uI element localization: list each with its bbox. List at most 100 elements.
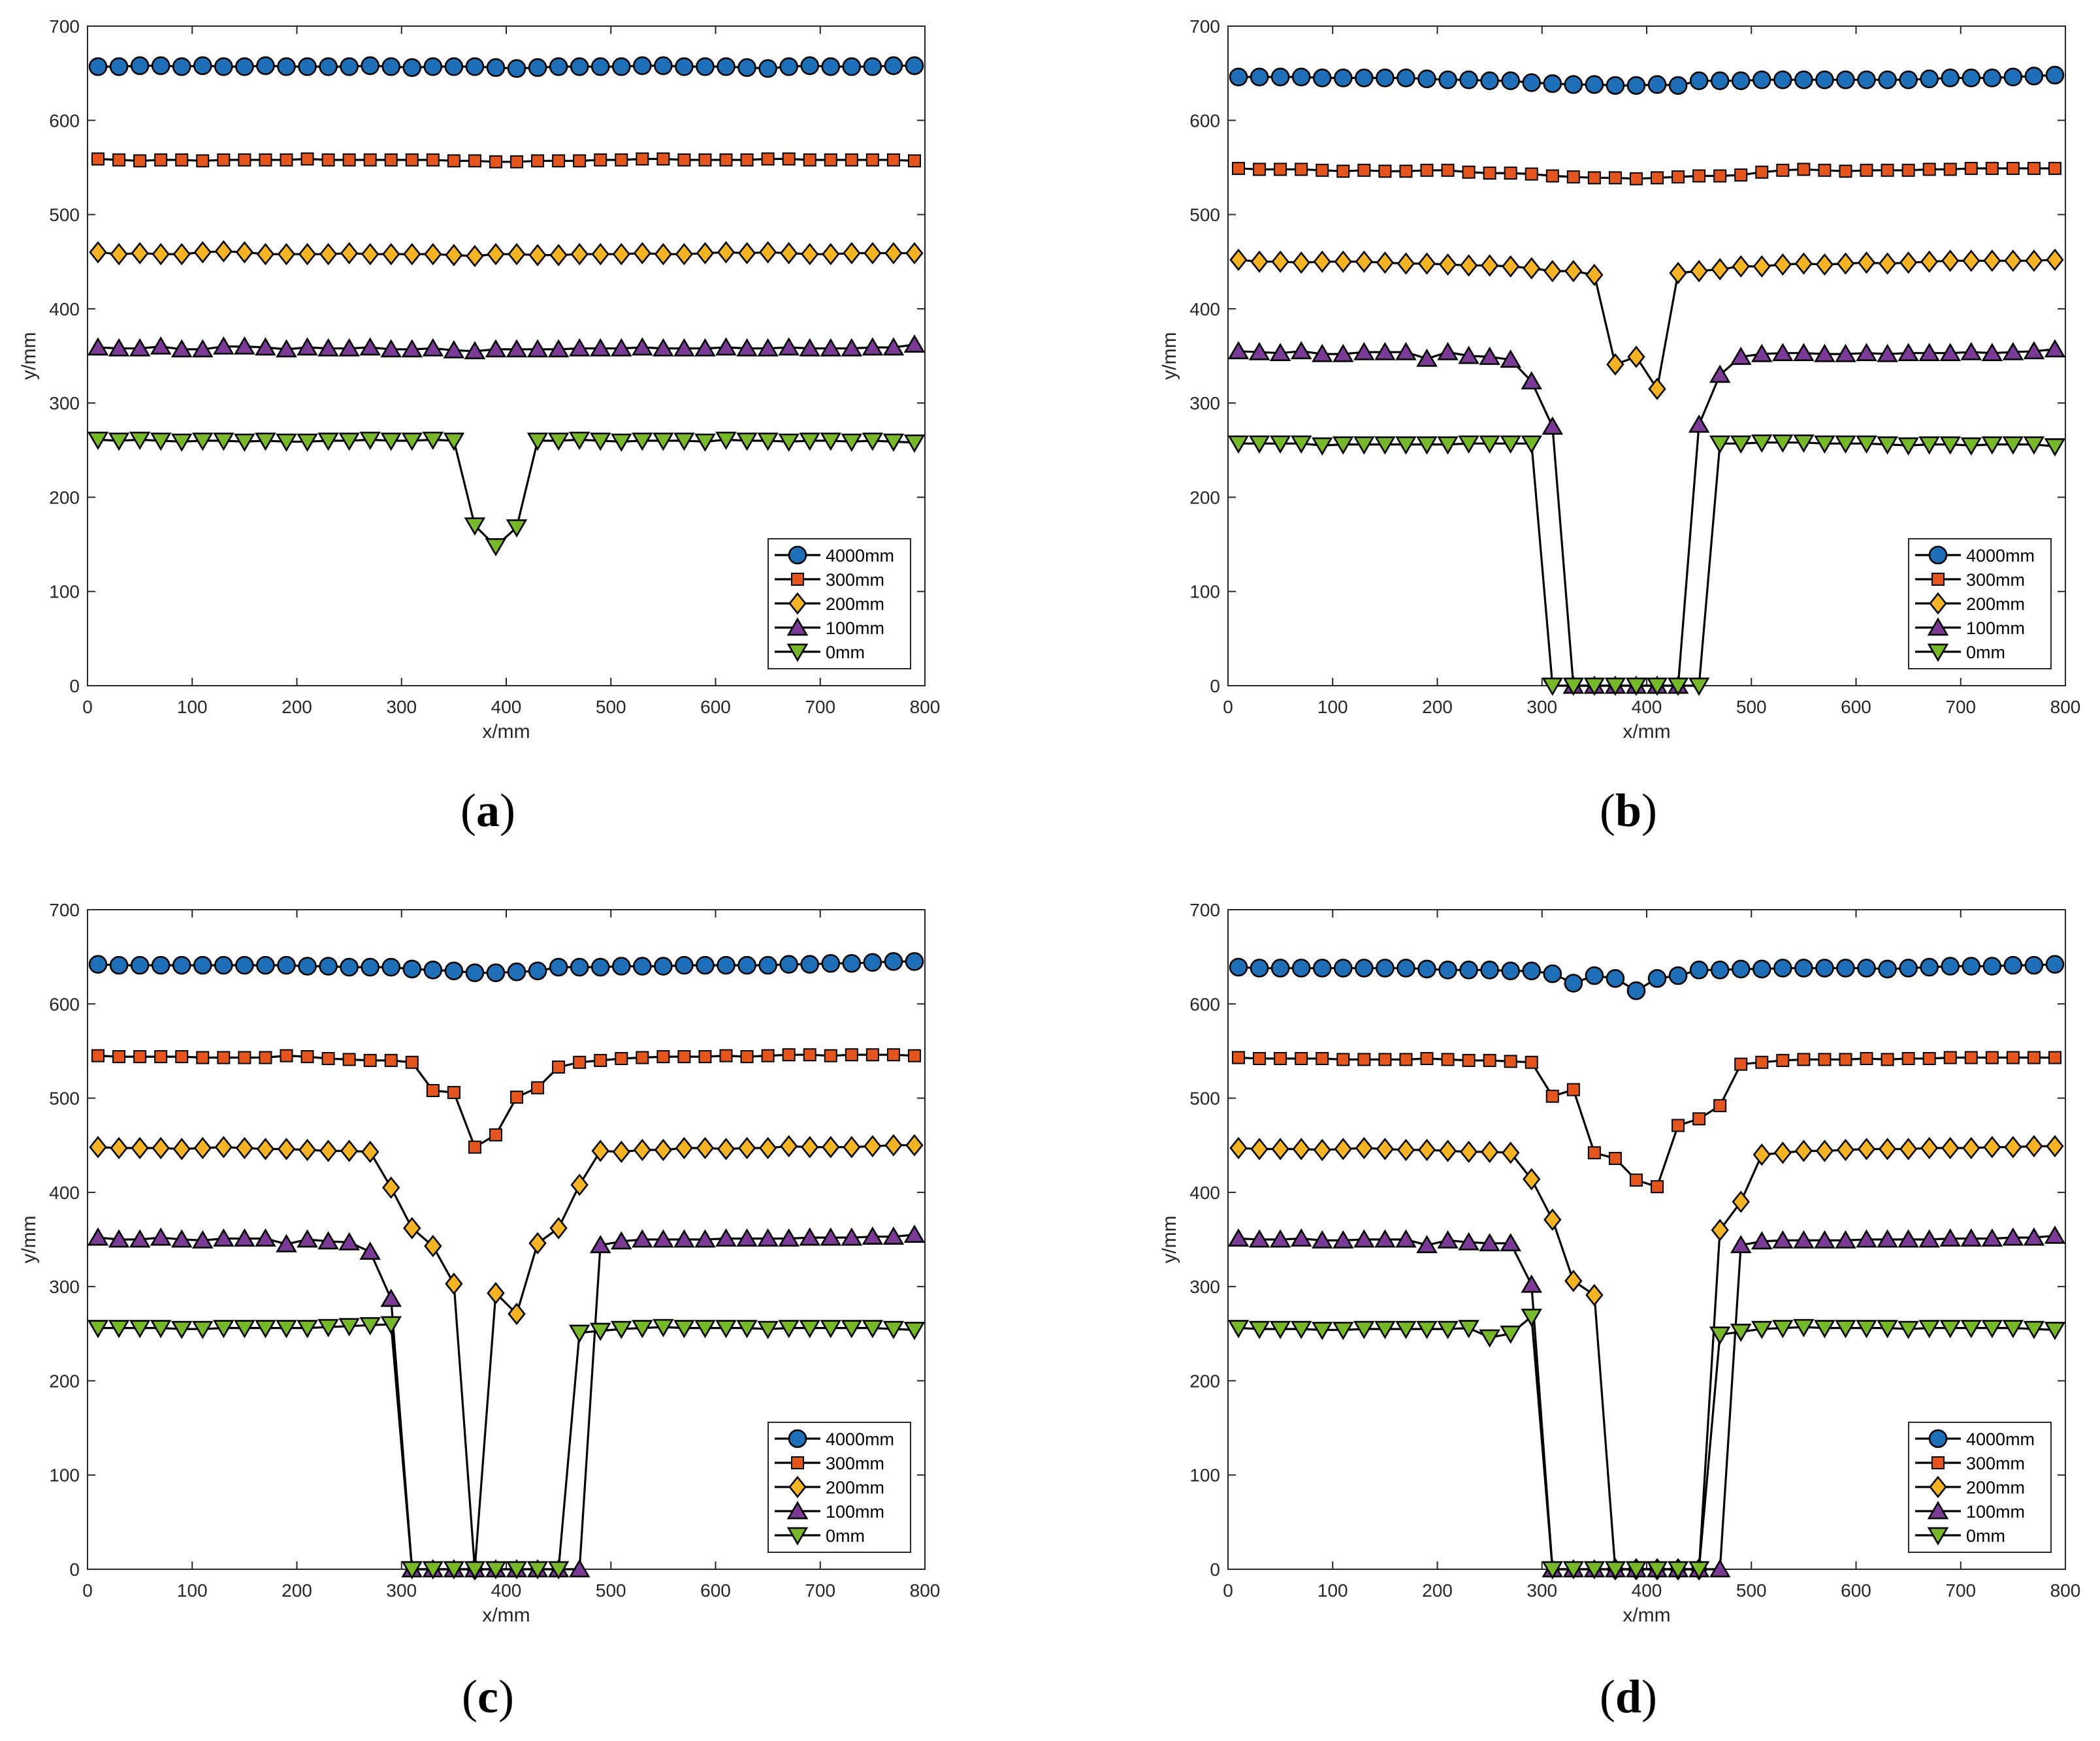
data-point-200mm — [1417, 1138, 1436, 1162]
data-point-100mm — [1269, 343, 1291, 362]
data-point-0mm — [736, 432, 758, 451]
series-line-4000mm — [1238, 963, 2056, 992]
legend-marker-100mm — [786, 617, 809, 636]
data-point-0mm — [2044, 1322, 2066, 1341]
data-point-0mm — [1709, 1326, 1731, 1345]
data-point-4000mm — [800, 56, 820, 75]
data-point-200mm — [1920, 1136, 1939, 1160]
data-point-4000mm — [361, 957, 380, 977]
x-tick-label: 0 — [82, 697, 93, 717]
data-point-4000mm — [1731, 959, 1751, 979]
data-point-200mm — [864, 242, 882, 264]
data-point-300mm — [1462, 1053, 1476, 1067]
data-point-100mm — [1290, 1228, 1312, 1247]
data-point-100mm — [150, 336, 172, 355]
y-tick-label: 100 — [49, 1465, 80, 1486]
data-point-100mm — [1479, 346, 1500, 365]
y-tick-label: 600 — [1189, 110, 1220, 131]
data-point-100mm — [568, 338, 590, 357]
legend-label: 300mm — [1966, 570, 2025, 590]
data-point-300mm — [1545, 169, 1559, 183]
data-point-200mm — [1292, 251, 1310, 274]
data-point-300mm — [803, 153, 816, 167]
data-point-0mm — [234, 433, 255, 452]
data-point-100mm — [317, 1231, 339, 1250]
legend-marker-200mm — [788, 592, 807, 615]
data-point-200mm — [905, 1134, 924, 1157]
data-point-200mm — [89, 1136, 107, 1158]
data-point-4000mm — [654, 56, 673, 75]
data-point-0mm — [2023, 1320, 2045, 1339]
data-point-4000mm — [172, 955, 191, 975]
data-point-4000mm — [1815, 959, 1834, 978]
data-point-0mm — [1918, 436, 1940, 455]
data-point-0mm — [506, 1561, 528, 1580]
data-point-300mm — [1797, 1053, 1811, 1066]
series-line-300mm — [1238, 1056, 2055, 1188]
data-point-200mm — [717, 1138, 735, 1160]
data-point-300mm — [259, 1051, 272, 1064]
data-point-200mm — [633, 242, 651, 264]
data-point-0mm — [317, 1318, 339, 1337]
data-point-0mm — [1960, 1320, 1982, 1339]
series-line-4000mm — [1238, 74, 2056, 87]
data-point-100mm — [108, 1229, 130, 1248]
data-point-100mm — [170, 339, 193, 358]
y-tick-label: 700 — [49, 16, 80, 37]
data-point-0mm — [841, 1320, 863, 1339]
data-point-4000mm — [1312, 69, 1332, 88]
data-point-100mm — [1814, 343, 1835, 362]
data-point-100mm — [715, 337, 737, 356]
data-point-300mm — [321, 153, 335, 167]
data-point-4000mm — [1878, 70, 1897, 89]
data-point-4000mm — [570, 957, 589, 977]
legend-label: 200mm — [826, 594, 884, 614]
data-point-200mm — [172, 243, 191, 266]
data-point-4000mm — [1480, 961, 1499, 980]
data-point-100mm — [1290, 341, 1312, 360]
data-point-100mm — [757, 338, 779, 357]
data-point-300mm — [238, 153, 251, 167]
data-point-200mm — [1899, 251, 1918, 274]
y-tick-label: 600 — [49, 110, 80, 131]
y-axis-label: y/mm — [18, 332, 40, 379]
data-point-100mm — [2023, 341, 2045, 360]
data-point-0mm — [255, 432, 276, 451]
chart-panel-c: 0 100 200 300 400 500 600 700 800 0 100 200 300 400 50… — [18, 900, 940, 1723]
legend-marker-300mm — [791, 1456, 804, 1469]
legend-label: 300mm — [826, 570, 884, 590]
x-axis-label: x/mm — [482, 721, 530, 743]
data-point-4000mm — [340, 957, 359, 977]
data-point-300mm — [1818, 1053, 1832, 1066]
data-point-200mm — [1334, 250, 1352, 273]
data-point-100mm — [799, 1227, 820, 1246]
data-point-200mm — [1376, 1138, 1395, 1160]
data-point-200mm — [1732, 255, 1750, 278]
data-point-100mm — [1458, 1232, 1479, 1251]
data-point-0mm — [485, 1561, 507, 1580]
data-point-200mm — [1836, 252, 1855, 275]
data-point-300mm — [1943, 163, 1957, 176]
data-point-0mm — [1437, 1320, 1459, 1339]
data-point-100mm — [1416, 1235, 1438, 1254]
data-point-4000mm — [172, 57, 191, 76]
data-point-300mm — [1232, 1051, 1246, 1064]
y-tick-label: 200 — [49, 487, 80, 507]
data-point-200mm — [361, 1140, 380, 1163]
data-point-4000mm — [549, 957, 568, 977]
y-tick-label: 300 — [49, 1277, 80, 1297]
data-point-300mm — [384, 153, 398, 167]
data-point-300mm — [1629, 172, 1643, 185]
y-tick-label: 0 — [1210, 676, 1220, 696]
data-point-0mm — [2002, 436, 2024, 455]
data-point-4000mm — [758, 955, 777, 975]
series-4000mm — [1229, 955, 2065, 1000]
data-point-100mm — [192, 1230, 214, 1249]
data-point-200mm — [1480, 254, 1499, 277]
data-point-0mm — [1709, 435, 1731, 454]
data-point-300mm — [447, 154, 460, 168]
data-point-200mm — [445, 1272, 463, 1295]
data-point-300mm — [280, 153, 293, 167]
data-point-0mm — [276, 433, 297, 452]
data-point-300mm — [677, 1050, 691, 1064]
